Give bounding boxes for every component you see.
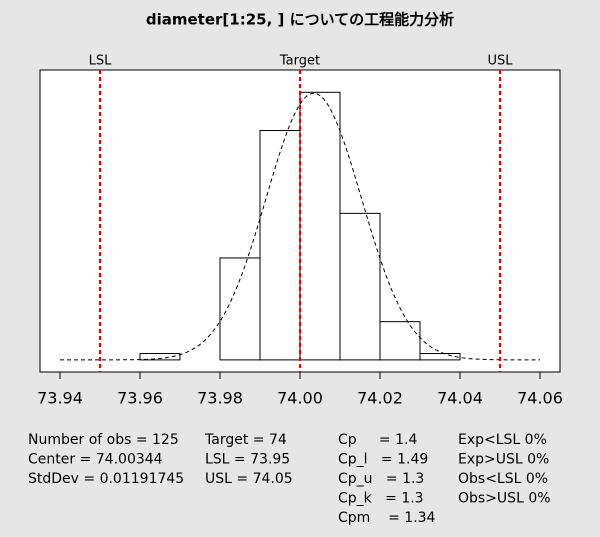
histogram-bar: [339, 212, 381, 361]
spec-stat-value: 74: [269, 432, 287, 448]
summary-stat: Center = 74.00344: [28, 452, 163, 468]
capability-stat-value: 1.3: [402, 471, 424, 487]
x-tick-label: 74.02: [357, 389, 403, 408]
capability-stat: Cpm = 1.34: [338, 510, 436, 526]
histogram-bar: [139, 353, 181, 361]
summary-stat: Number of obs = 125: [28, 432, 179, 448]
spec-stat: LSL = 73.95: [205, 452, 290, 468]
capability-stat-value: 1.34: [404, 510, 435, 526]
capability-stat-value: 1.3: [401, 491, 423, 507]
histogram-bar: [259, 130, 301, 361]
histogram-bar: [299, 91, 341, 361]
x-tick-label: 74.00: [277, 389, 323, 408]
capability-stat-label: Cp_u =: [338, 471, 398, 487]
spec-stat-label: Target =: [204, 432, 265, 448]
capability-stat: Cp = 1.4: [338, 432, 417, 448]
summary-stat-label: Number of obs =: [28, 432, 148, 448]
capability-stat: Cp_u = 1.3: [338, 471, 424, 487]
capability-stat-value: 1.49: [397, 452, 428, 468]
summary-stat-value: 74.00344: [96, 452, 163, 468]
spec-stat: USL = 74.05: [205, 471, 293, 487]
spec-label: USL: [487, 54, 513, 69]
spec-stat: Target = 74: [204, 432, 287, 448]
spec-stat-value: 74.05: [253, 471, 293, 487]
summary-stat-label: StdDev =: [28, 471, 95, 487]
capability-stat: Cp_k = 1.3: [338, 491, 424, 507]
histogram-bar: [219, 257, 261, 361]
x-tick-label: 73.94: [37, 389, 83, 408]
capability-stat: Cp_l = 1.49: [338, 452, 428, 468]
summary-stat-value: 0.01191745: [100, 471, 185, 487]
x-tick-label: 73.96: [117, 389, 163, 408]
exceedance-stat: Exp>USL 0%: [458, 452, 549, 468]
x-tick-label: 73.98: [197, 389, 243, 408]
capability-stat-label: Cp_l =: [338, 452, 393, 468]
spec-label: Target: [279, 54, 320, 69]
capability-stat-label: Cp =: [338, 432, 391, 448]
exceedance-stat: Obs<LSL 0%: [458, 471, 548, 487]
exceedance-stat: Exp<LSL 0%: [458, 432, 547, 448]
capability-stat-label: Cp_k =: [338, 491, 397, 507]
capability-stat-value: 1.4: [395, 432, 417, 448]
x-tick-label: 74.04: [437, 389, 483, 408]
summary-stat: StdDev = 0.01191745: [28, 471, 184, 487]
summary-stat-value: 125: [152, 432, 179, 448]
spec-stat-label: LSL =: [205, 452, 246, 468]
normal-curve: [60, 92, 540, 361]
summary-stat-label: Center =: [28, 452, 91, 468]
x-tick-label: 74.06: [517, 389, 563, 408]
histogram-bar: [379, 321, 421, 361]
spec-stat-value: 73.95: [250, 452, 290, 468]
chart-title: diameter[1:25, ] についての工程能力分析: [146, 11, 454, 29]
capability-stat-label: Cpm =: [338, 510, 400, 526]
spec-label: LSL: [89, 54, 112, 69]
histogram-bar: [419, 353, 461, 361]
exceedance-stat: Obs>USL 0%: [458, 491, 551, 507]
spec-stat-label: USL =: [205, 471, 248, 487]
